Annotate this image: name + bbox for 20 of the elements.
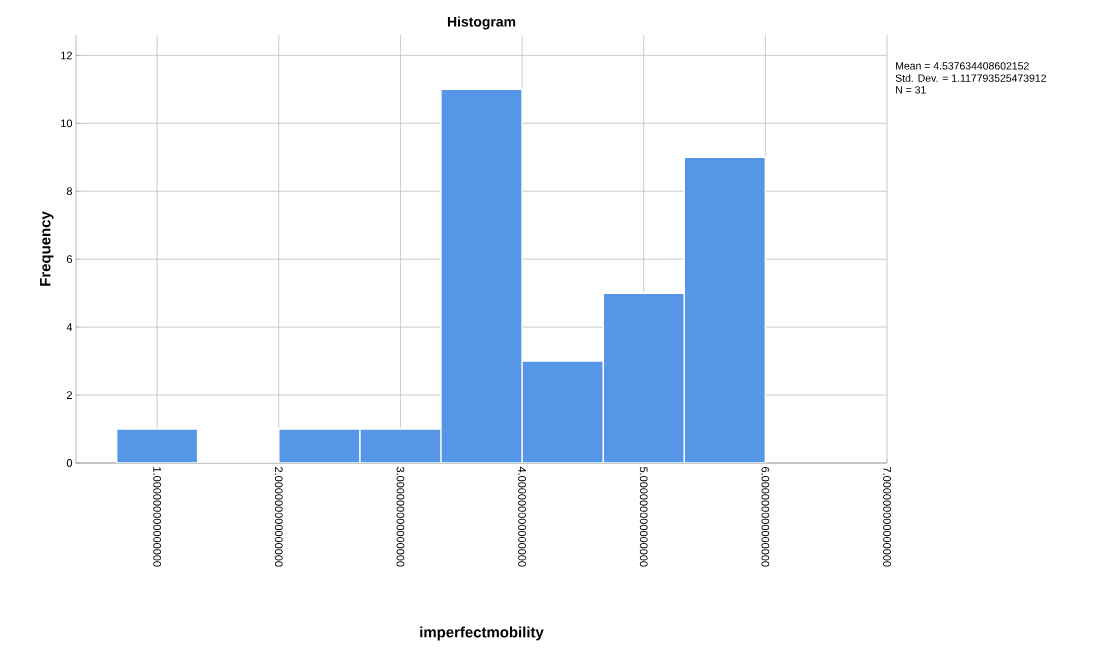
text: Mean = 4.537634408602152 xyxy=(896,62,1029,70)
x-tick-label: 2.000000000000000 xyxy=(274,467,283,567)
x-tick-label: 6.000000000000000 xyxy=(761,467,770,567)
y-tick-label: 8 xyxy=(66,187,72,196)
text: Std. Dev. = 1.117793525473912 xyxy=(895,74,1046,82)
y-tick-label: 4 xyxy=(66,323,73,331)
y-tick-label: 0 xyxy=(66,459,73,467)
x-tick-label: 5.000000000000000 xyxy=(639,466,648,567)
y-tick-label: 6 xyxy=(66,255,72,264)
x-axis-title: imperfectmobility xyxy=(420,626,544,641)
y-tick-label: 12 xyxy=(61,51,72,60)
x-tick-label: 7.000000000000000 xyxy=(883,467,891,567)
y-tick-label: 10 xyxy=(61,119,73,128)
text: N = 31 xyxy=(896,86,926,94)
x-tick-label: 4.000000000000000 xyxy=(518,466,526,567)
x-tick-label: 1.000000000000000 xyxy=(153,467,162,567)
chart-title: Histogram xyxy=(447,16,516,30)
x-tick-label: 3.000000000000000 xyxy=(396,466,405,567)
y-axis-title: Frequency xyxy=(40,211,54,286)
y-tick-label: 2 xyxy=(66,391,72,399)
